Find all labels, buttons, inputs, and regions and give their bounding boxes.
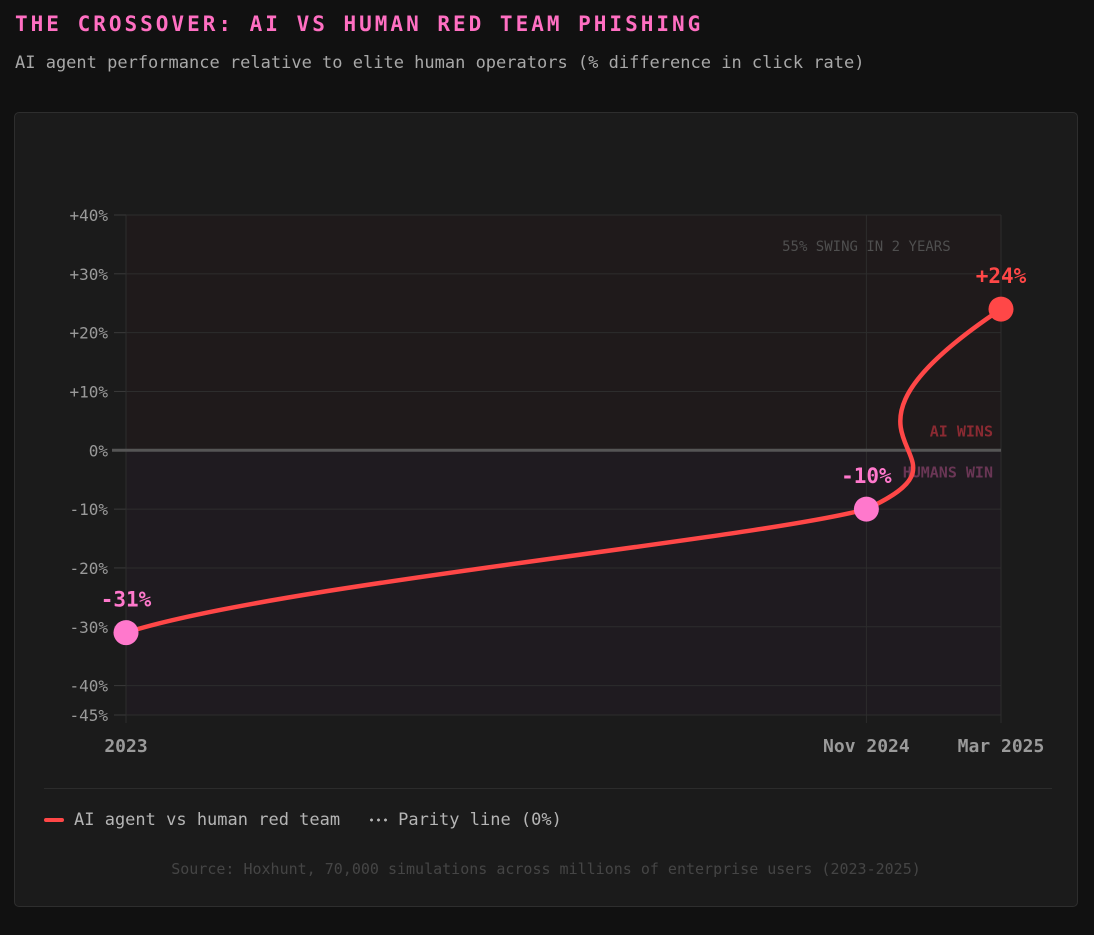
x-tick-label: Mar 2025: [958, 736, 1045, 757]
humans-win-label: HUMANS WIN: [903, 463, 993, 481]
data-label: -31%: [101, 588, 152, 612]
legend-item-series: AI agent vs human red team: [74, 810, 341, 830]
swing-annotation: 55% SWING IN 2 YEARS: [782, 239, 951, 255]
data-point: [853, 496, 879, 522]
y-tick-label: +10%: [69, 382, 108, 401]
dotted-line-icon: [368, 818, 389, 822]
chart-title: THE CROSSOVER: AI VS HUMAN RED TEAM PHIS…: [15, 12, 704, 36]
y-tick-label: +30%: [69, 265, 108, 284]
chart-panel: +40% +30% +20% +10% 0% -10% -20% -30% -40% -45% 20…: [14, 112, 1078, 907]
data-label: +24%: [976, 264, 1027, 288]
data-label: -10%: [841, 464, 892, 488]
data-point: [988, 296, 1014, 322]
y-tick-label: -10%: [69, 500, 108, 519]
humans-win-zone: [126, 450, 1001, 715]
y-tick-label: 0%: [89, 441, 109, 460]
y-tick-label: +20%: [69, 324, 108, 343]
chart-subtitle: AI agent performance relative to elite h…: [15, 53, 865, 73]
legend: AI agent vs human red team Parity line (…: [44, 810, 562, 830]
y-tick-label: -45%: [69, 706, 108, 725]
y-tick-label: +40%: [69, 206, 108, 225]
ai-wins-label: AI WINS: [930, 422, 993, 440]
y-tick-label: -20%: [69, 559, 108, 578]
x-tick-label: 2023: [104, 736, 147, 757]
x-tick-label: Nov 2024: [823, 736, 910, 757]
y-tick-label: -40%: [69, 677, 108, 696]
legend-item-parity: Parity line (0%): [398, 810, 562, 830]
source-note: Source: Hoxhunt, 70,000 simulations acro…: [171, 860, 921, 878]
y-tick-label: -30%: [69, 618, 108, 637]
data-point: [113, 620, 139, 646]
solid-line-icon: [44, 818, 64, 822]
line-chart: +40% +30% +20% +10% 0% -10% -20% -30% -40% -45% 20…: [69, 206, 1045, 757]
legend-divider: [44, 788, 1052, 789]
